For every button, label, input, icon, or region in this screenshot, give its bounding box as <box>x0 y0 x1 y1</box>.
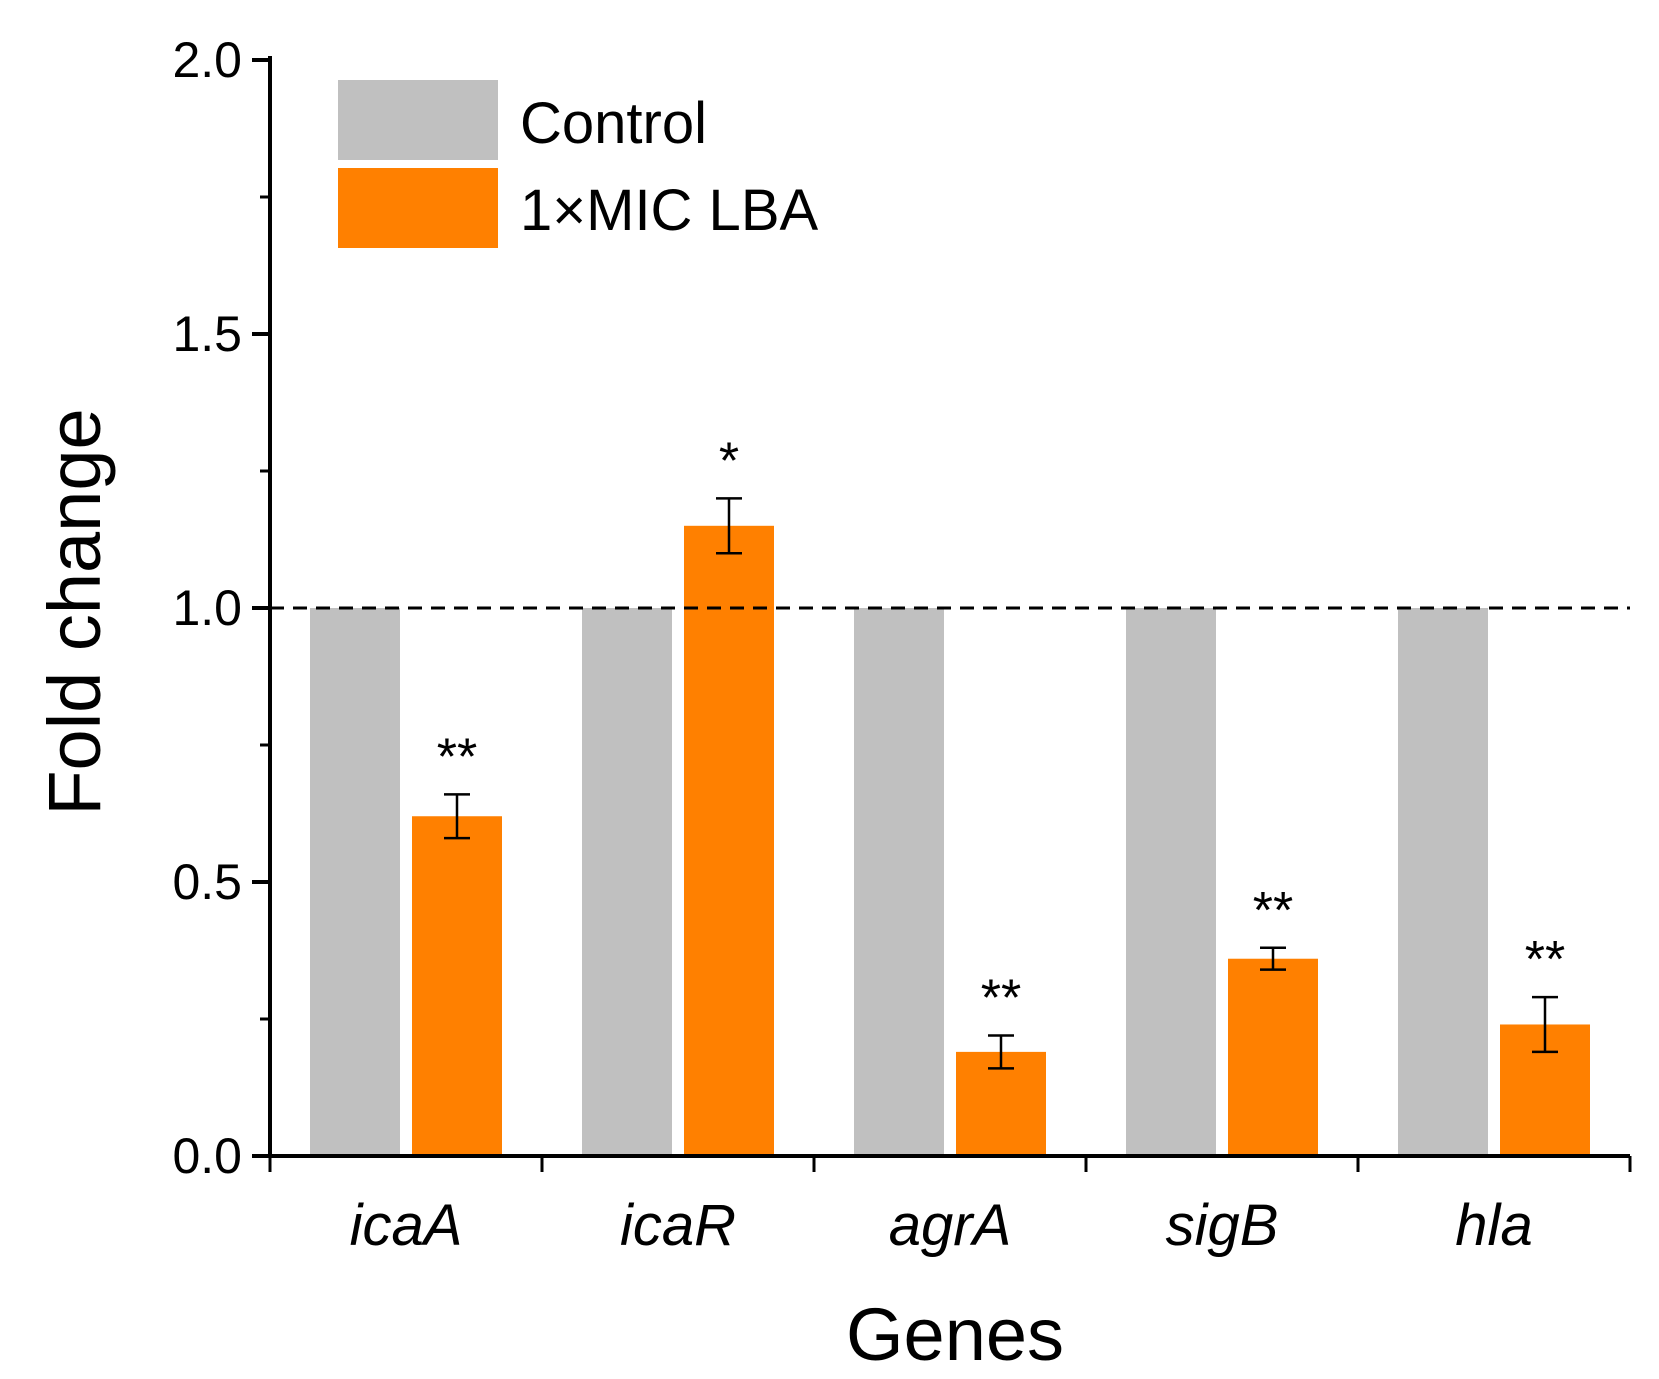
x-tick-label-hla: hla <box>1455 1193 1532 1258</box>
treatment-bars <box>412 525 1590 1156</box>
significance-hla: ** <box>1525 931 1565 989</box>
y-tick-label-0.0: 0.0 <box>172 1128 242 1184</box>
error-bar-sigB <box>1260 946 1286 971</box>
bar-control-icaR <box>582 608 672 1156</box>
y-tick-label-0.5: 0.5 <box>172 854 242 910</box>
bar-control-sigB <box>1126 608 1216 1156</box>
legend-swatch-treatment <box>338 168 498 248</box>
bar-treatment-sigB <box>1228 958 1318 1156</box>
bar-control-agrA <box>854 608 944 1156</box>
error-bars <box>444 497 1558 1070</box>
legend-label-treatment: 1×MIC LBA <box>520 178 818 243</box>
x-tick-label-sigB: sigB <box>1166 1193 1279 1258</box>
legend-swatch-control <box>338 80 498 160</box>
bar-treatment-icaA <box>412 816 502 1156</box>
control-bars <box>310 608 1488 1156</box>
error-bar-agrA <box>988 1034 1014 1070</box>
bar-control-icaA <box>310 608 400 1156</box>
x-tick-label-icaA: icaA <box>350 1193 463 1258</box>
significance-sigB: ** <box>1253 882 1293 940</box>
x-tick-label-icaR: icaR <box>620 1193 736 1258</box>
y-tick-label-2.0: 2.0 <box>172 32 242 88</box>
x-axis-title: Genes <box>846 1293 1064 1376</box>
bar-control-hla <box>1398 608 1488 1156</box>
legend: Control 1×MIC LBA <box>338 80 818 248</box>
plot-area: ********* 0.00.51.01.52.0 icaA icaR agrA si… <box>172 32 1632 1258</box>
significance-marks: ********* <box>437 432 1565 1027</box>
legend-label-control: Control <box>520 91 707 156</box>
bar-treatment-icaR <box>684 525 774 1156</box>
x-tick-label-agrA: agrA <box>889 1193 1012 1258</box>
y-tick-label-1.5: 1.5 <box>172 306 242 362</box>
significance-icaR: * <box>719 432 739 490</box>
significance-agrA: ** <box>981 969 1021 1027</box>
error-bar-hla <box>1532 995 1558 1054</box>
y-axis-title: Fold change <box>33 408 116 815</box>
x-axis: icaA icaR agrA sigB hla <box>268 1154 1632 1258</box>
error-bar-icaR <box>716 497 742 555</box>
significance-icaA: ** <box>437 728 477 786</box>
error-bar-icaA <box>444 793 470 840</box>
y-tick-label-1.0: 1.0 <box>172 580 242 636</box>
y-axis: 0.0 0.5 1.0 1.5 2.0 <box>172 32 272 1184</box>
